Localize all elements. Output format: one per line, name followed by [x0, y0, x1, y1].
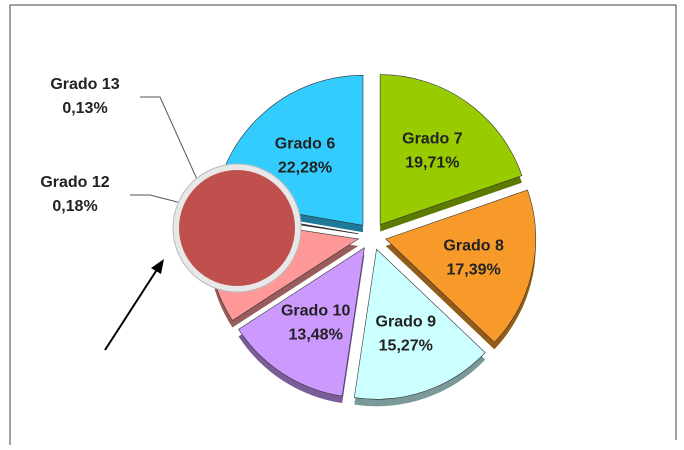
highlight-circle — [179, 170, 295, 286]
slice-label: Grado 8 — [443, 237, 504, 254]
slice-label: Grado 6 — [275, 136, 336, 153]
slice-label: Grado 9 — [376, 314, 437, 331]
slice — [385, 189, 536, 343]
leader-line — [140, 96, 211, 209]
slice-label: Grado 13 — [50, 76, 119, 93]
slice-value-label: 15,27% — [379, 338, 433, 355]
slice-label: Grado 12 — [40, 174, 109, 191]
slice-value-label: 0,13% — [62, 100, 107, 117]
slice-value-label: 22,28% — [278, 160, 332, 177]
slice — [353, 248, 486, 400]
arrow-head — [151, 259, 164, 274]
overlay — [104, 163, 302, 351]
slice-label: Grado 10 — [281, 303, 350, 320]
arrow-shaft — [104, 267, 159, 351]
slice-label: Grado 7 — [402, 131, 463, 148]
slice-value-label: 19,71% — [405, 155, 459, 172]
slice — [379, 74, 523, 226]
slice-value-label: 17,39% — [446, 261, 500, 278]
slice — [238, 247, 365, 397]
frame — [9, 4, 677, 445]
slice-value-label: 13,48% — [289, 327, 343, 344]
slice-value-label: 0,18% — [52, 198, 97, 215]
